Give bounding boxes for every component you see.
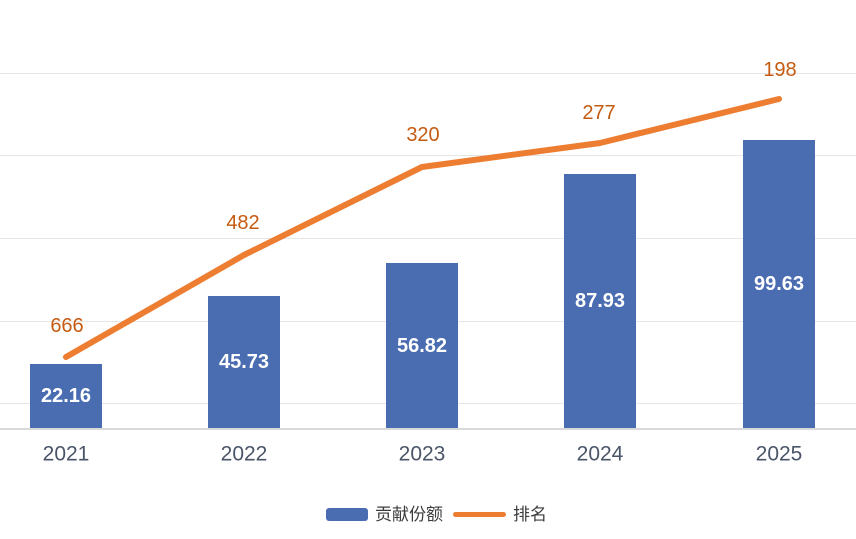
bar-value-label: 56.82 bbox=[396, 334, 448, 357]
chart-legend: 贡献份额 排名 bbox=[0, 506, 856, 523]
x-tick-2025: 2025 bbox=[755, 442, 803, 466]
bar-value-label: 45.73 bbox=[218, 351, 270, 373]
bar-2025: 99.63 bbox=[743, 140, 815, 428]
bar-2022: 45.73 bbox=[208, 296, 280, 428]
line-value-label: 320 bbox=[406, 124, 440, 146]
bar-2023: 56.82 bbox=[386, 263, 458, 428]
gridline bbox=[0, 238, 856, 239]
x-tick-2021: 2021 bbox=[42, 442, 90, 466]
line-series-swatch-icon bbox=[453, 512, 506, 517]
gridline bbox=[0, 155, 856, 156]
x-tick-2022: 2022 bbox=[220, 442, 268, 466]
line-value-label: 198 bbox=[763, 59, 797, 81]
bar-2024: 87.93 bbox=[564, 174, 636, 428]
bar-value-label: 87.93 bbox=[574, 290, 626, 312]
legend-label: 贡献份额 bbox=[375, 505, 443, 524]
bar-2021: 22.16 bbox=[30, 364, 102, 428]
line-value-label: 482 bbox=[226, 212, 260, 234]
x-tick-2024: 2024 bbox=[576, 442, 624, 466]
bar-value-label: 99.63 bbox=[753, 273, 805, 295]
legend-item-contribution-share[interactable]: 贡献份额 bbox=[326, 506, 443, 523]
bar-value-label: 22.16 bbox=[40, 385, 92, 407]
bar-series-swatch-icon bbox=[326, 508, 368, 521]
line-value-label: 666 bbox=[50, 315, 84, 337]
line-value-label: 277 bbox=[582, 102, 616, 124]
legend-item-ranking[interactable]: 排名 bbox=[453, 506, 547, 523]
legend-label: 排名 bbox=[513, 505, 547, 524]
x-tick-2023: 2023 bbox=[398, 442, 446, 466]
gridline bbox=[0, 73, 856, 74]
x-axis-line bbox=[0, 428, 856, 430]
